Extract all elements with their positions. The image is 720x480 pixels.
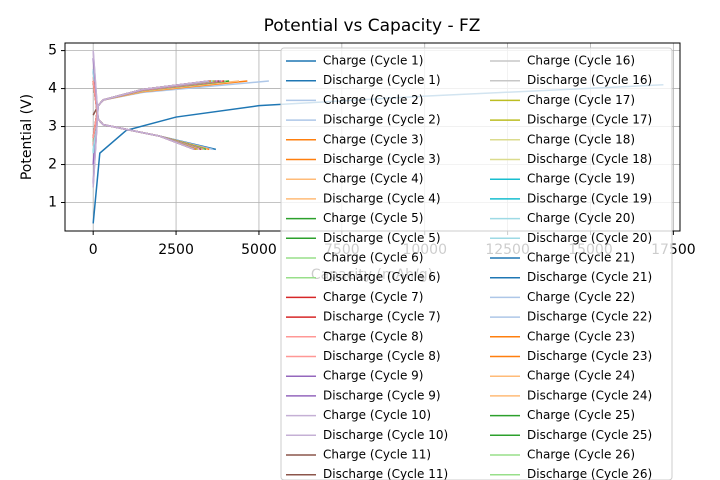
legend-label: Discharge (Cycle 22) <box>527 310 652 324</box>
legend-label: Discharge (Cycle 8) <box>323 349 441 363</box>
legend-label: Discharge (Cycle 1) <box>323 73 441 87</box>
legend-label: Discharge (Cycle 7) <box>323 310 441 324</box>
legend-label: Charge (Cycle 22) <box>527 290 635 304</box>
legend: Charge (Cycle 1) Discharge (Cycle 1) Charg… <box>280 47 673 480</box>
y-tick-label: 3 <box>48 119 57 135</box>
legend-label: Discharge (Cycle 11) <box>323 467 448 480</box>
legend-label: Discharge (Cycle 17) <box>527 113 652 127</box>
legend-label: Discharge (Cycle 19) <box>527 191 652 205</box>
plot-lines <box>92 50 664 224</box>
legend-label: Discharge (Cycle 9) <box>323 388 441 402</box>
legend-label: Discharge (Cycle 26) <box>527 467 652 480</box>
legend-label: Discharge (Cycle 4) <box>323 191 441 205</box>
x-tick-label: 5000 <box>241 242 277 258</box>
legend-label: Discharge (Cycle 16) <box>527 73 652 87</box>
y-tick-label: 2 <box>48 157 57 173</box>
legend-label: Discharge (Cycle 25) <box>527 428 652 442</box>
x-tick-label: 0 <box>89 242 98 258</box>
legend-label: Charge (Cycle 3) <box>323 132 423 146</box>
legend-label: Charge (Cycle 26) <box>527 448 635 462</box>
legend-label: Discharge (Cycle 5) <box>323 231 441 245</box>
legend-label: Charge (Cycle 16) <box>527 54 635 68</box>
legend-label: Charge (Cycle 21) <box>527 251 635 265</box>
y-tick-label: 1 <box>48 195 57 211</box>
legend-label: Charge (Cycle 4) <box>323 172 423 186</box>
legend-label: Charge (Cycle 9) <box>323 369 423 383</box>
series-line <box>92 50 195 151</box>
series-line <box>92 80 210 188</box>
legend-label: Charge (Cycle 11) <box>323 448 431 462</box>
legend-box <box>280 47 673 480</box>
legend-label: Charge (Cycle 20) <box>527 211 635 225</box>
legend-label: Charge (Cycle 2) <box>323 93 423 107</box>
y-tick-label: 4 <box>48 81 57 97</box>
x-tick-label: 2500 <box>158 242 194 258</box>
legend-label: Discharge (Cycle 23) <box>527 349 652 363</box>
legend-label: Charge (Cycle 7) <box>323 290 423 304</box>
chart-title: Potential vs Capacity - FZ <box>264 16 481 36</box>
legend-label: Discharge (Cycle 3) <box>323 152 441 166</box>
legend-label: Discharge (Cycle 10) <box>323 428 448 442</box>
legend-label: Charge (Cycle 24) <box>527 369 635 383</box>
legend-label: Discharge (Cycle 20) <box>527 231 652 245</box>
legend-label: Charge (Cycle 18) <box>527 132 635 146</box>
y-axis-label: Potential (V) <box>19 94 35 180</box>
legend-label: Discharge (Cycle 18) <box>527 152 652 166</box>
legend-label: Charge (Cycle 19) <box>527 172 635 186</box>
legend-label: Charge (Cycle 1) <box>323 54 423 68</box>
legend-label: Charge (Cycle 6) <box>323 251 423 265</box>
legend-label: Charge (Cycle 8) <box>323 329 423 343</box>
legend-label: Charge (Cycle 10) <box>323 408 431 422</box>
y-tick-label: 5 <box>48 43 57 59</box>
legend-label: Charge (Cycle 17) <box>527 93 635 107</box>
legend-label: Discharge (Cycle 2) <box>323 113 441 127</box>
legend-label: Charge (Cycle 23) <box>527 329 635 343</box>
legend-label: Discharge (Cycle 21) <box>527 270 652 284</box>
legend-label: Discharge (Cycle 24) <box>527 388 652 402</box>
legend-label: Discharge (Cycle 6) <box>323 270 441 284</box>
legend-label: Charge (Cycle 25) <box>527 408 635 422</box>
legend-label: Charge (Cycle 5) <box>323 211 423 225</box>
